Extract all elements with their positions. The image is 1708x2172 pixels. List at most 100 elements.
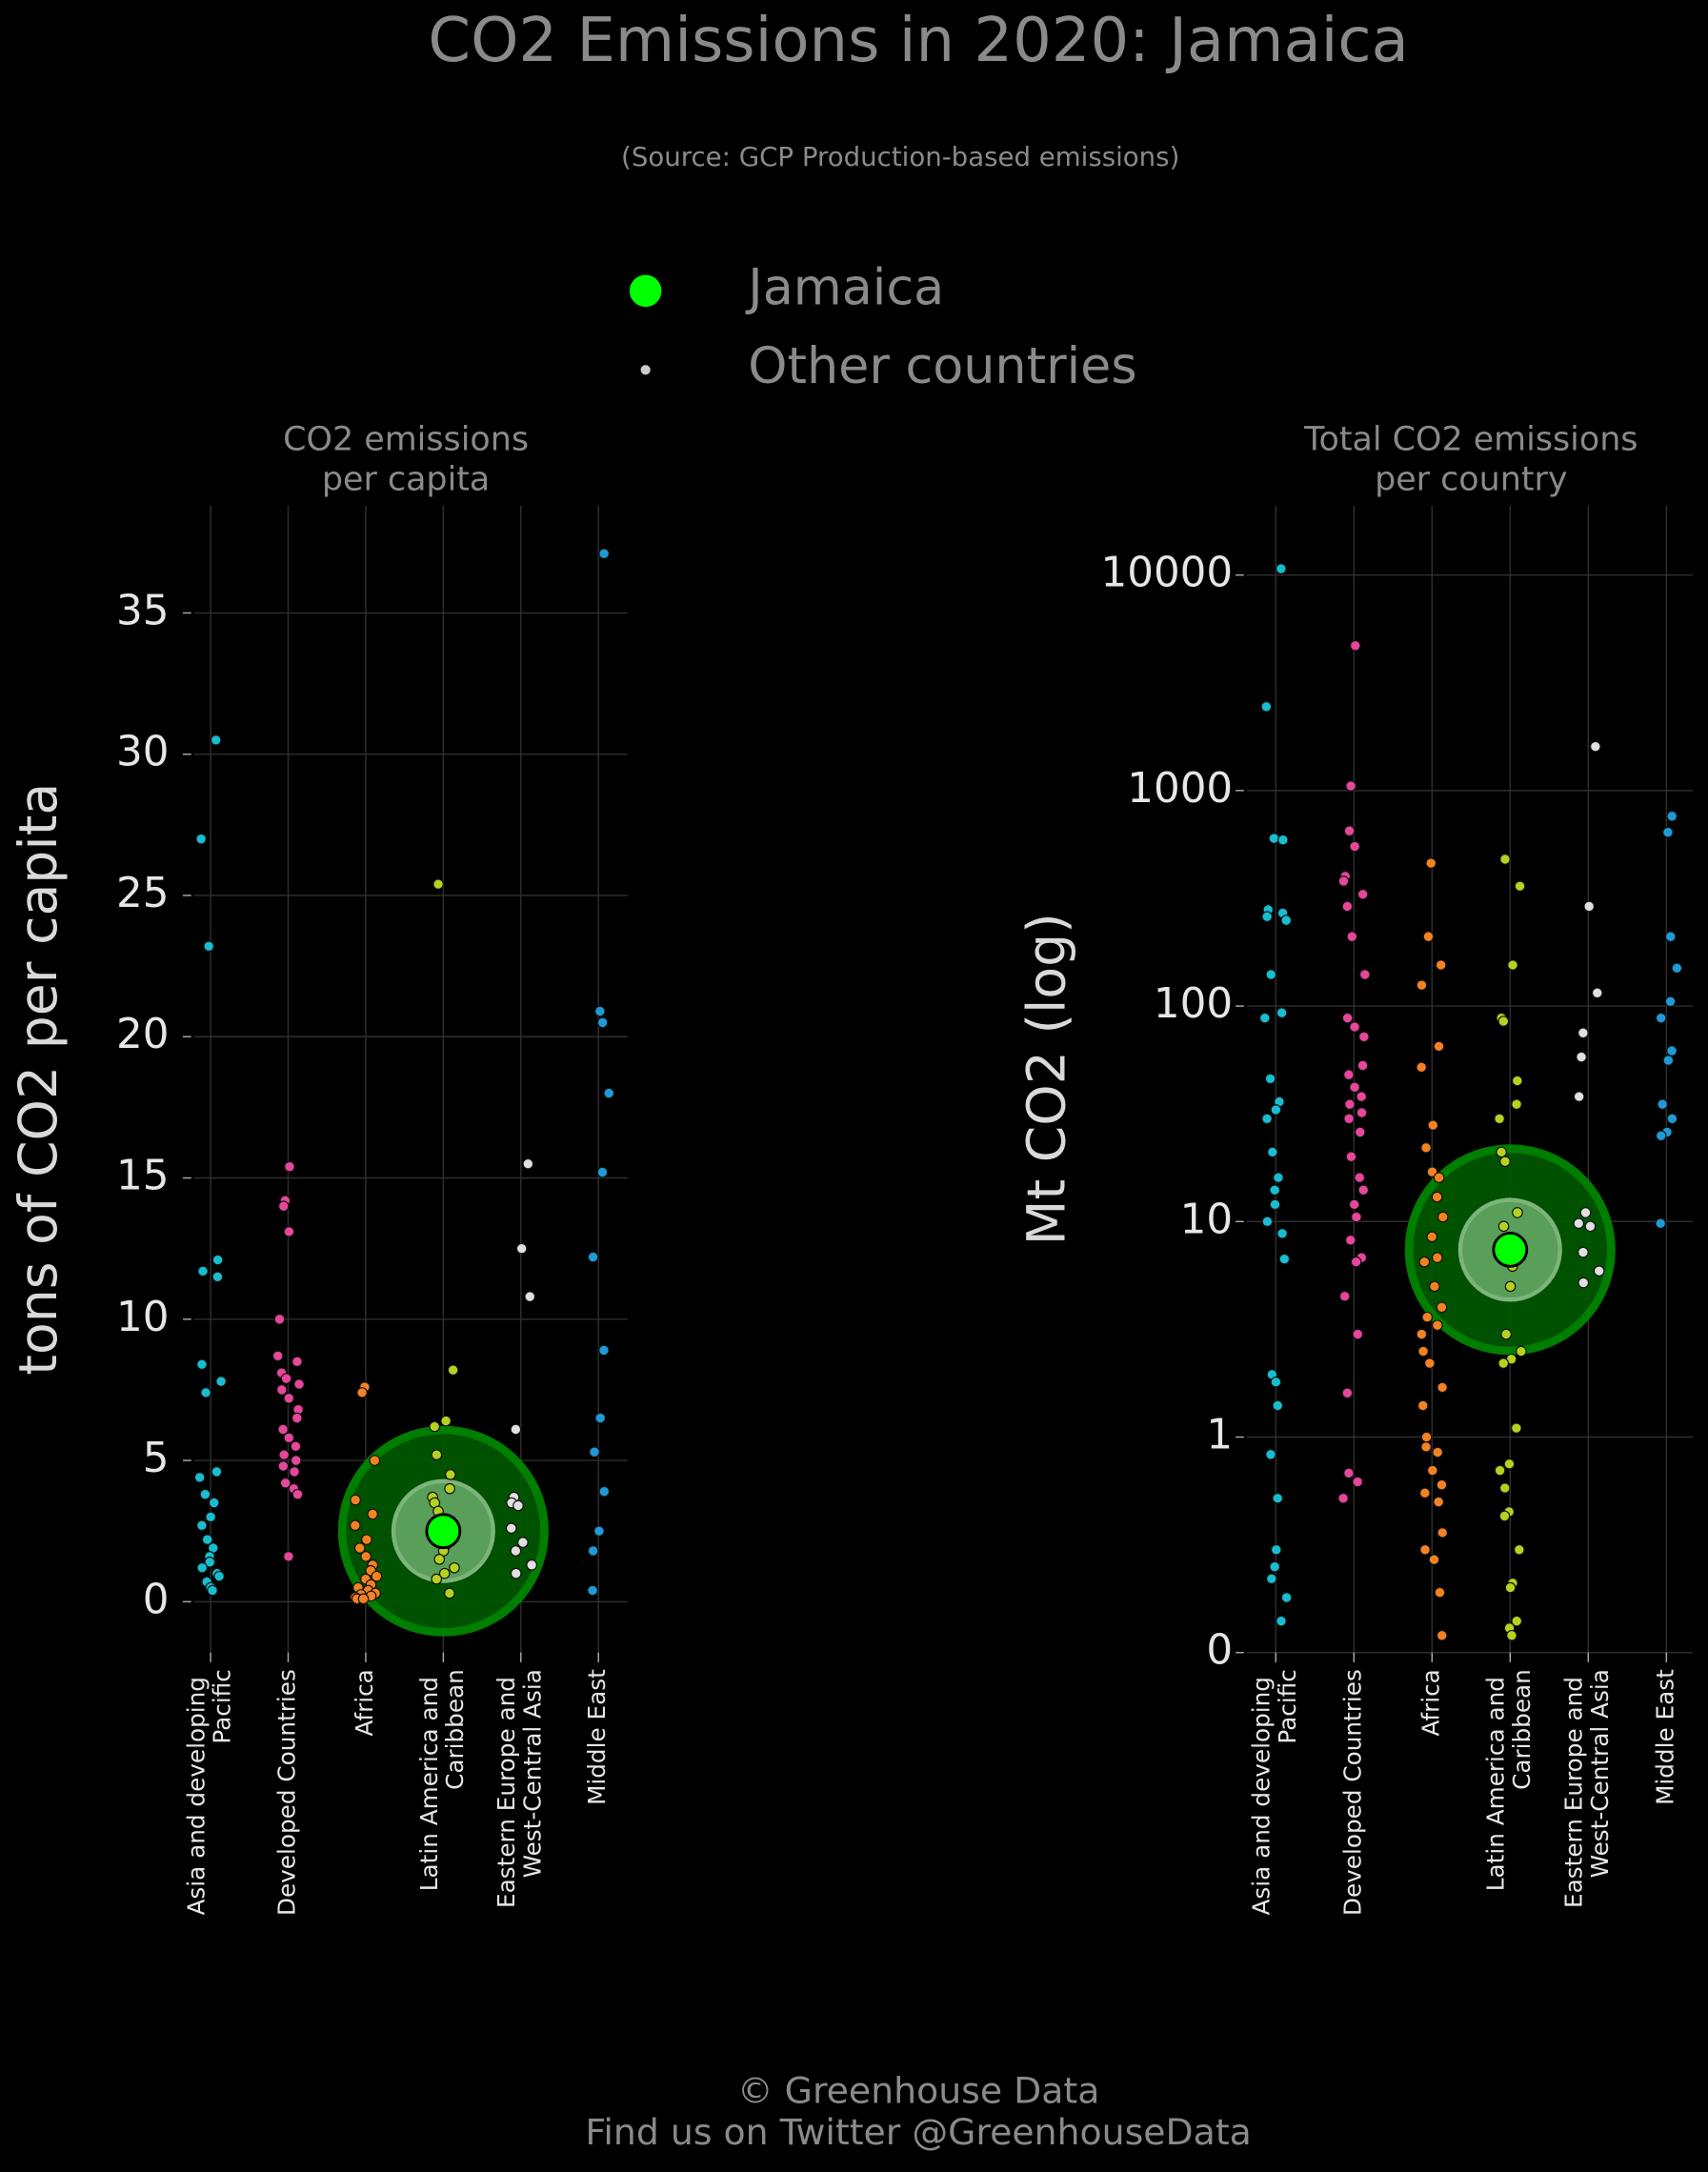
point — [1426, 1464, 1438, 1477]
point — [1341, 900, 1354, 913]
point — [1511, 1075, 1523, 1087]
point — [505, 1522, 517, 1535]
point — [1511, 1422, 1522, 1434]
y-axis-label: tons of CO2 per capita — [9, 783, 70, 1376]
point — [1416, 979, 1428, 991]
y-tick-label: 0 — [1206, 1627, 1233, 1675]
point — [1422, 931, 1435, 942]
point — [357, 1593, 370, 1605]
point — [1417, 1399, 1429, 1412]
point — [360, 1551, 372, 1562]
point — [1276, 1007, 1288, 1019]
point — [291, 1488, 304, 1500]
point — [1506, 1629, 1517, 1641]
point — [517, 1537, 529, 1548]
x-tick-label: Middle East — [1651, 1669, 1678, 1805]
point — [1666, 1045, 1678, 1056]
point — [1579, 1207, 1592, 1218]
point — [1416, 1061, 1427, 1074]
point — [277, 1423, 289, 1436]
point — [1584, 1220, 1597, 1233]
point — [1341, 1012, 1354, 1024]
point — [1270, 1543, 1282, 1556]
y-tick-label: 10 — [1180, 1196, 1233, 1243]
point — [1337, 1492, 1349, 1504]
x-tick-label: Africa — [351, 1669, 378, 1736]
y-tick-label: 10 — [116, 1294, 170, 1341]
point — [1341, 1387, 1354, 1399]
point — [1357, 1184, 1370, 1197]
point — [1268, 833, 1280, 844]
point — [213, 1570, 225, 1582]
point — [350, 1494, 361, 1506]
point — [598, 548, 610, 559]
point — [195, 833, 207, 845]
point — [524, 1291, 536, 1302]
point — [1352, 1328, 1364, 1340]
point — [1266, 1573, 1277, 1585]
point — [1494, 1113, 1505, 1125]
y-tick-label: 35 — [116, 587, 170, 634]
point — [211, 1254, 224, 1266]
point — [510, 1567, 522, 1579]
point — [283, 1432, 295, 1444]
point — [283, 1551, 294, 1562]
point — [1498, 1510, 1511, 1522]
point — [593, 1525, 605, 1538]
point — [1261, 1113, 1273, 1125]
point — [196, 1358, 208, 1371]
point — [291, 1356, 303, 1368]
legend-label: Jamaica — [745, 258, 944, 316]
point — [1356, 1059, 1369, 1072]
point — [210, 734, 222, 746]
point — [1348, 1198, 1360, 1211]
point — [1269, 1560, 1281, 1573]
point — [1427, 1119, 1439, 1131]
point — [279, 1477, 291, 1489]
point — [1497, 1358, 1510, 1369]
point — [1433, 1496, 1444, 1508]
point — [1428, 1554, 1440, 1565]
point — [1436, 1301, 1448, 1314]
point — [273, 1313, 286, 1325]
point — [1429, 1280, 1440, 1293]
x-tick-label: Latin America and Caribbean — [415, 1669, 469, 1891]
panel-title: CO2 emissions — [283, 420, 529, 458]
point — [1276, 563, 1287, 574]
point — [1431, 1252, 1443, 1263]
point — [1358, 1031, 1370, 1043]
point — [1419, 1543, 1431, 1556]
point — [510, 1423, 522, 1436]
chart-title: CO2 Emissions in 2020: Jamaica — [428, 6, 1408, 76]
point — [1655, 1012, 1667, 1024]
point — [444, 1587, 455, 1599]
point — [587, 1545, 599, 1557]
point — [1261, 911, 1273, 923]
point — [1577, 1027, 1589, 1039]
point — [277, 1200, 290, 1212]
point — [1591, 987, 1603, 999]
point — [1499, 1156, 1511, 1168]
point — [1272, 1492, 1284, 1504]
x-tick-label: Developed Countries — [1338, 1669, 1366, 1916]
point — [278, 1449, 291, 1460]
y-tick-label: 25 — [116, 870, 170, 917]
point — [367, 1508, 378, 1520]
footer: Find us on Twitter @GreenhouseData — [585, 2111, 1251, 2153]
point — [1437, 1381, 1448, 1394]
point — [271, 1350, 284, 1362]
point — [1666, 810, 1678, 822]
y-tick-label: 5 — [143, 1435, 170, 1482]
point — [429, 1420, 441, 1433]
legend-marker — [628, 273, 663, 309]
point — [1504, 1280, 1517, 1293]
point — [1431, 1191, 1443, 1203]
point — [1504, 1581, 1517, 1594]
point — [1573, 1217, 1585, 1230]
point — [1265, 969, 1277, 980]
y-axis-label: Mt CO2 (log) — [1016, 913, 1077, 1245]
point — [1349, 1081, 1360, 1094]
point — [431, 1573, 443, 1585]
